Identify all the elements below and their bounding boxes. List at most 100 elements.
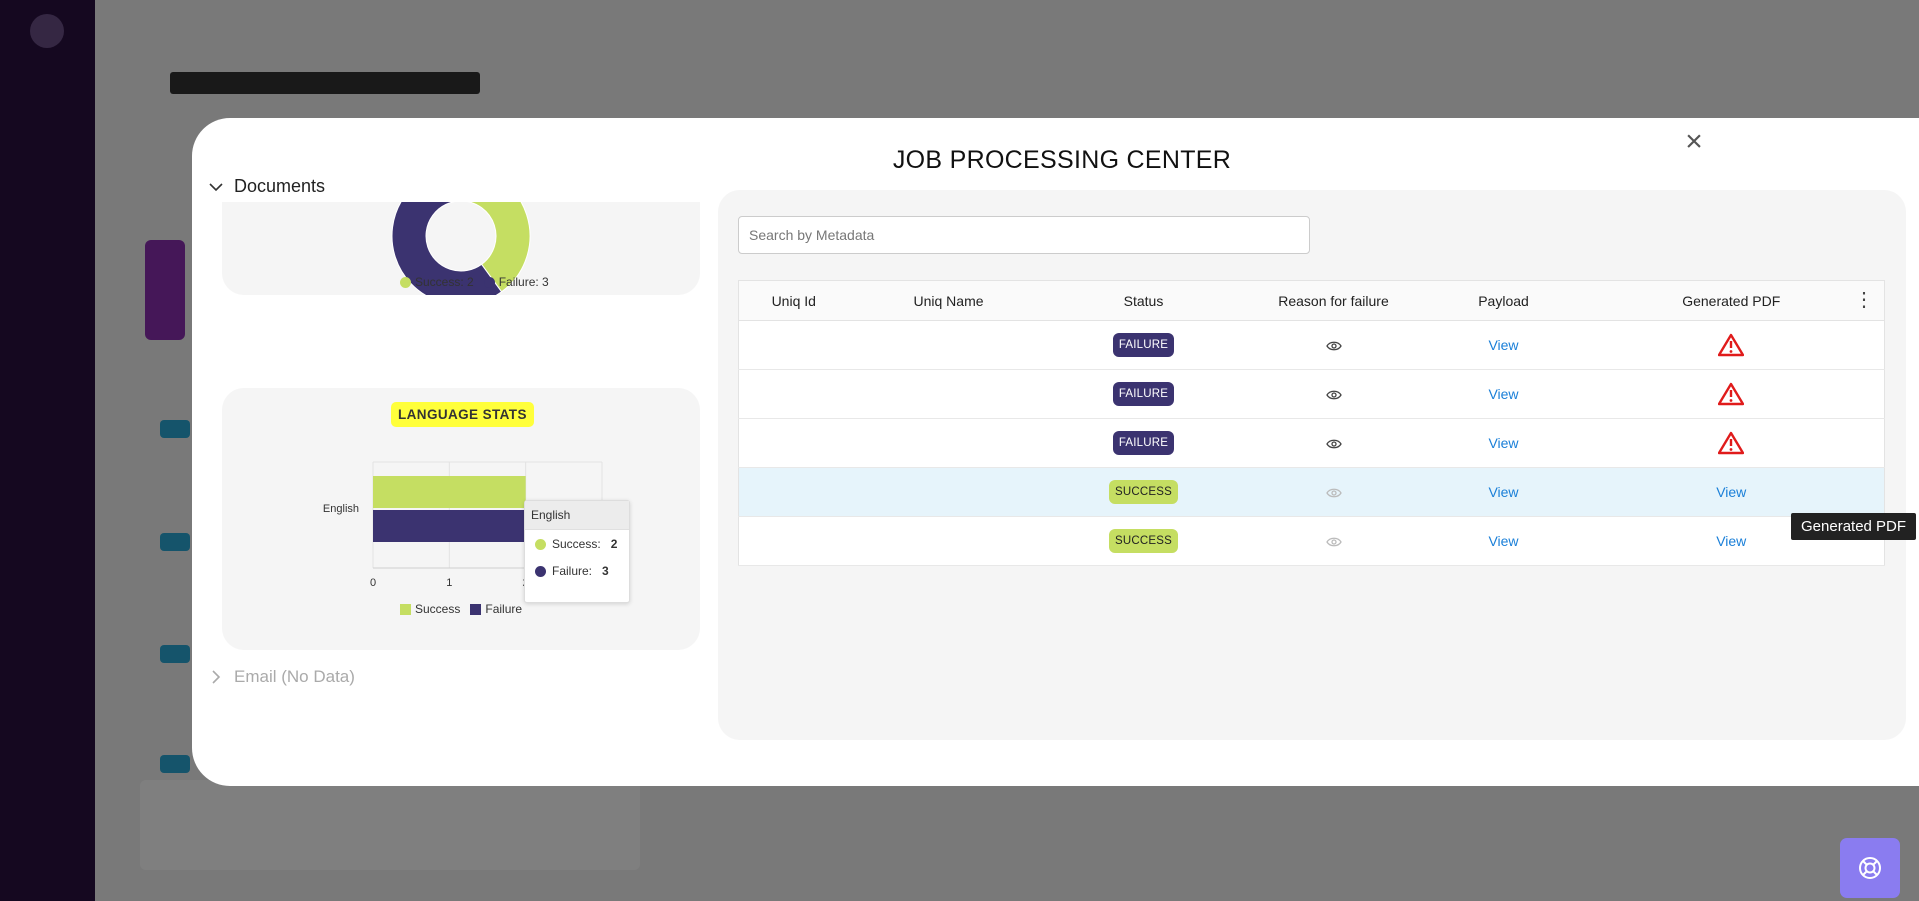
- column-header-label: Generated PDF: [1682, 292, 1781, 309]
- cell-uniq-id: [738, 516, 849, 566]
- lifebuoy-icon: [1859, 857, 1881, 879]
- cell-status: FAILURE: [1048, 320, 1239, 370]
- table-row[interactable]: SUCCESS View View: [738, 516, 1885, 566]
- x-tick-label: 0: [370, 577, 376, 589]
- cell-payload: View: [1428, 418, 1579, 468]
- chart-tooltip-success: Success: 2: [525, 530, 629, 557]
- legend-swatch: [470, 603, 482, 615]
- eye-icon[interactable]: [1325, 487, 1342, 499]
- cell-generated-pdf: View: [1578, 467, 1885, 517]
- tooltip-swatch: [535, 565, 546, 577]
- column-header[interactable]: Status: [1048, 280, 1239, 321]
- payload-view-link[interactable]: View: [1488, 533, 1519, 549]
- close-icon[interactable]: ×: [1685, 125, 1703, 158]
- pdf-view-link[interactable]: View: [1716, 533, 1747, 549]
- chevron-down-icon: [209, 182, 223, 191]
- cell-payload: View: [1428, 320, 1579, 370]
- cell-status: FAILURE: [1048, 369, 1239, 419]
- documents-section-label: Documents: [234, 176, 326, 196]
- cell-generated-pdf: [1578, 418, 1885, 468]
- job-processing-modal: JOB PROCESSING CENTER × Documents Succes…: [192, 118, 1919, 786]
- payload-view-link[interactable]: View: [1488, 337, 1519, 353]
- language-legend: Success Failure: [400, 602, 522, 616]
- table-row[interactable]: FAILURE View: [738, 320, 1885, 370]
- donut-legend-success[interactable]: Success: 2: [400, 275, 474, 289]
- cell-payload: View: [1428, 516, 1579, 566]
- status-badge: SUCCESS: [1109, 529, 1178, 553]
- x-tick-label: 1: [446, 577, 452, 589]
- cell-reason: [1238, 418, 1429, 468]
- cell-generated-pdf: [1578, 320, 1885, 370]
- eye-icon[interactable]: [1325, 438, 1342, 450]
- legend-swatch: [483, 276, 495, 288]
- cell-status: SUCCESS: [1048, 467, 1239, 517]
- column-header[interactable]: Uniq Id: [738, 280, 849, 321]
- eye-icon[interactable]: [1325, 340, 1342, 352]
- cell-uniq-name: [848, 467, 1049, 517]
- cell-uniq-name: [848, 320, 1049, 370]
- cell-reason: [1238, 369, 1429, 419]
- language-stats-title: LANGUAGE STATS: [391, 402, 534, 427]
- eye-icon[interactable]: [1325, 536, 1342, 548]
- pdf-view-link[interactable]: View: [1716, 484, 1747, 500]
- chevron-right-icon: [212, 670, 221, 684]
- table-row[interactable]: FAILURE View: [738, 369, 1885, 419]
- status-donut-card: Success: 2 Failure: 3: [222, 202, 700, 295]
- warning-icon: [1718, 382, 1745, 406]
- language-stats-card: LANGUAGE STATS English0123 Success Failu…: [222, 388, 700, 650]
- table-row[interactable]: SUCCESS View View: [738, 467, 1885, 517]
- status-donut-chart: [391, 202, 531, 295]
- eye-icon[interactable]: [1325, 389, 1342, 401]
- cell-reason: [1238, 320, 1429, 370]
- cell-generated-pdf: [1578, 369, 1885, 419]
- donut-slice-success[interactable]: [461, 202, 531, 293]
- payload-view-link[interactable]: View: [1488, 484, 1519, 500]
- payload-view-link[interactable]: View: [1488, 386, 1519, 402]
- chart-tooltip: English Success: 2 Failure: 3: [524, 500, 630, 603]
- modal-title: JOB PROCESSING CENTER: [892, 146, 1232, 174]
- cell-payload: View: [1428, 467, 1579, 517]
- status-badge: SUCCESS: [1109, 480, 1178, 504]
- bar-success[interactable]: [373, 476, 526, 508]
- warning-icon: [1718, 431, 1745, 455]
- email-section-label: Email (No Data): [234, 667, 355, 686]
- category-label: English: [323, 503, 359, 515]
- jobs-table: Uniq Id Uniq Name Status Reason for fail…: [738, 280, 1885, 566]
- cell-reason: [1238, 516, 1429, 566]
- status-badge: FAILURE: [1112, 382, 1175, 406]
- donut-legend-failure[interactable]: Failure: 3: [483, 275, 549, 289]
- jobs-panel: Uniq Id Uniq Name Status Reason for fail…: [718, 190, 1906, 740]
- chart-tooltip-failure: Failure: 3: [525, 557, 629, 584]
- status-badge: FAILURE: [1112, 431, 1175, 455]
- table-header-row: Uniq Id Uniq Name Status Reason for fail…: [738, 280, 1885, 321]
- donut-legend: Success: 2 Failure: 3: [400, 275, 549, 289]
- column-header[interactable]: Uniq Name: [848, 280, 1049, 321]
- cell-uniq-id: [738, 418, 849, 468]
- search-input[interactable]: [738, 216, 1310, 254]
- cell-uniq-id: [738, 369, 849, 419]
- cell-payload: View: [1428, 369, 1579, 419]
- warning-icon: [1718, 333, 1745, 357]
- legend-swatch: [400, 603, 411, 615]
- donut-slice-failure[interactable]: [391, 202, 503, 295]
- table-row[interactable]: FAILURE View: [738, 418, 1885, 468]
- documents-section-toggle[interactable]: Documents: [208, 176, 325, 197]
- cell-status: FAILURE: [1048, 418, 1239, 468]
- tooltip-swatch: [535, 538, 546, 550]
- column-menu-icon[interactable]: ⋮: [1854, 289, 1874, 311]
- email-section-toggle[interactable]: Email (No Data): [208, 667, 355, 687]
- column-header[interactable]: Reason for failure: [1238, 280, 1429, 321]
- language-legend-failure[interactable]: Failure: [470, 602, 522, 616]
- cell-uniq-name: [848, 418, 1049, 468]
- language-legend-success[interactable]: Success: [400, 602, 460, 616]
- cell-reason: [1238, 467, 1429, 517]
- help-button[interactable]: [1840, 838, 1900, 898]
- column-header[interactable]: Payload: [1428, 280, 1579, 321]
- payload-view-link[interactable]: View: [1488, 435, 1519, 451]
- column-header-pdf[interactable]: Generated PDF ⋮: [1578, 280, 1885, 321]
- cell-status: SUCCESS: [1048, 516, 1239, 566]
- cell-uniq-id: [738, 320, 849, 370]
- chart-tooltip-title: English: [525, 501, 629, 530]
- legend-swatch: [400, 276, 411, 288]
- generated-pdf-tooltip: Generated PDF: [1791, 513, 1917, 540]
